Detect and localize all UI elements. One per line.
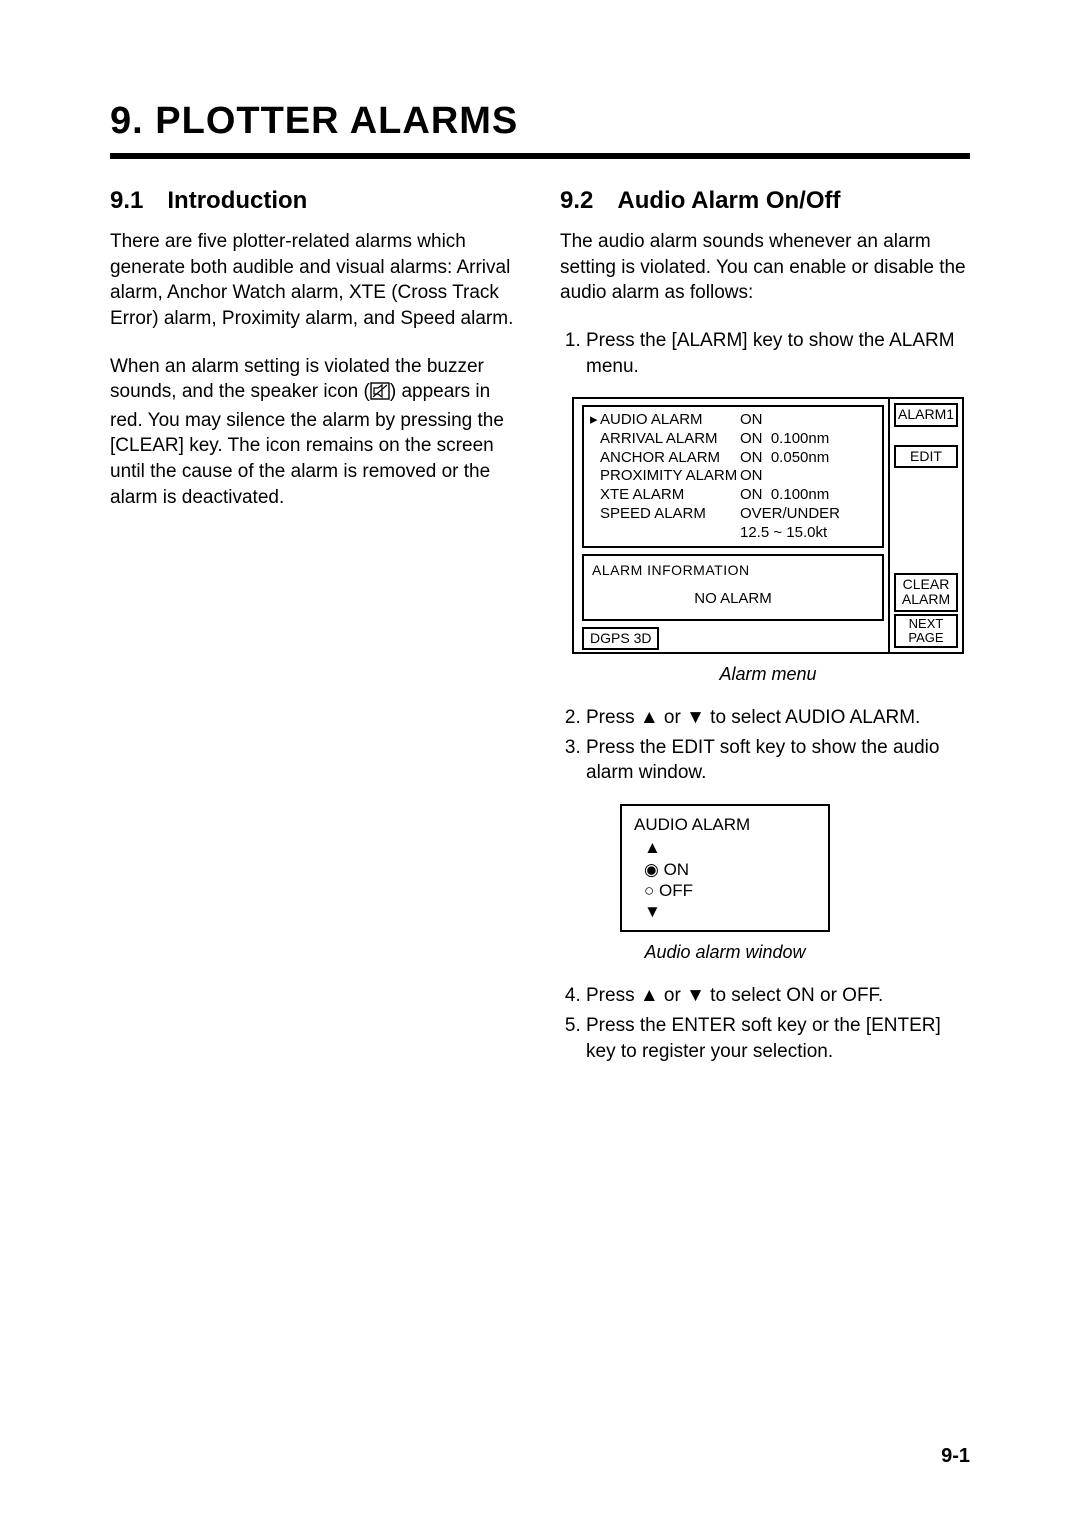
alarm-row-audio: ▸AUDIO ALARMON (590, 411, 876, 430)
softkey-clear-alarm[interactable]: CLEARALARM (894, 573, 958, 612)
alarm-row-speed2: 12.5 ~ 15.0kt (590, 524, 876, 543)
softkey-line1: CLEAR (903, 576, 950, 592)
alarm-row-xte: XTE ALARMON 0.100nm (590, 486, 876, 505)
audio-alarm-window-box: AUDIO ALARM ▲ ◉ ON ○ OFF ▼ (620, 804, 830, 932)
cursor-spacer (590, 505, 600, 524)
audio-window-body: ▲ ◉ ON ○ OFF ▼ (634, 837, 816, 922)
section-title: Audio Alarm On/Off (617, 187, 840, 214)
softkey-edit[interactable]: EDIT (894, 445, 958, 468)
alarm-value: 12.5 ~ 15.0kt (740, 524, 876, 543)
chapter-title: 9. PLOTTER ALARMS (110, 100, 970, 143)
softkey-next-page[interactable]: NEXTPAGE (894, 614, 958, 649)
softkey-alarm1[interactable]: ALARM1 (894, 403, 958, 426)
step-3: Press the EDIT soft key to show the audi… (586, 735, 970, 786)
alarm-info-box: ALARM INFORMATION NO ALARM (582, 554, 884, 620)
alarm-menu-caption: Alarm menu (572, 664, 964, 685)
audio-alarm-window-figure: AUDIO ALARM ▲ ◉ ON ○ OFF ▼ (620, 804, 970, 932)
chapter-name: PLOTTER ALARMS (155, 100, 518, 142)
cursor-spacer (590, 430, 600, 449)
alarm-row-arrival: ARRIVAL ALARMON 0.100nm (590, 430, 876, 449)
step-5: Press the ENTER soft key or the [ENTER] … (586, 1013, 970, 1064)
cursor-spacer (590, 486, 600, 505)
right-column: 9.2 Audio Alarm On/Off The audio alarm so… (560, 187, 970, 1082)
cursor-spacer (590, 449, 600, 468)
section-number: 9.2 (560, 187, 593, 215)
radio-unselected-icon: ○ (644, 881, 654, 900)
status-row: DGPS 3D (582, 627, 884, 651)
audio-window-title: AUDIO ALARM (634, 814, 816, 835)
audio-intro-paragraph: The audio alarm sounds whenever an alarm… (560, 229, 970, 306)
option-off-label: OFF (659, 881, 693, 900)
softkey-line2: ALARM (902, 591, 950, 607)
page-number: 9-1 (941, 1445, 970, 1468)
two-column-layout: 9.1 Introduction There are five plotter-r… (110, 187, 970, 1082)
alarm-label: SPEED ALARM (600, 505, 740, 524)
alarm-label: XTE ALARM (600, 486, 740, 505)
option-on-label: ON (664, 860, 690, 879)
alarm-menu-figure: ▸AUDIO ALARMON ARRIVAL ALARMON 0.100nm A… (572, 397, 970, 654)
alarm-value: ON (740, 467, 876, 486)
section-title: Introduction (167, 187, 307, 214)
step-1: Press the [ALARM] key to show the ALARM … (586, 328, 970, 379)
alarm-row-anchor: ANCHOR ALARMON 0.050nm (590, 449, 876, 468)
softkey-line1: NEXT (909, 616, 944, 631)
alarm-value: ON 0.100nm (740, 486, 876, 505)
audio-window-caption: Audio alarm window (620, 942, 830, 963)
alarm-value: ON 0.050nm (740, 449, 876, 468)
alarm-label: PROXIMITY ALARM (600, 467, 740, 486)
cursor-spacer (590, 467, 600, 486)
softkey-line2: PAGE (908, 630, 943, 645)
section-9-2-heading: 9.2 Audio Alarm On/Off (560, 187, 970, 215)
alarm-label (600, 524, 740, 543)
chapter-rule (110, 153, 970, 159)
alarm-label: AUDIO ALARM (600, 411, 740, 430)
left-column: 9.1 Introduction There are five plotter-r… (110, 187, 520, 1082)
option-on: ◉ ON (644, 859, 816, 880)
section-9-1-heading: 9.1 Introduction (110, 187, 520, 215)
option-off: ○ OFF (644, 880, 816, 901)
radio-selected-icon: ◉ (644, 860, 659, 879)
down-arrow-icon: ▼ (644, 901, 816, 922)
cursor-spacer (590, 524, 600, 543)
softkey-spacer (890, 472, 962, 569)
alarm-value: OVER/UNDER (740, 505, 876, 524)
alarm-label: ARRIVAL ALARM (600, 430, 740, 449)
alarm-info-body: NO ALARM (592, 590, 874, 609)
steps-list-3: Press ▲ or ▼ to select ON or OFF. Press … (560, 983, 970, 1064)
alarm-info-title: ALARM INFORMATION (592, 562, 874, 580)
alarm-row-proximity: PROXIMITY ALARMON (590, 467, 876, 486)
steps-list-2: Press ▲ or ▼ to select AUDIO ALARM. Pres… (560, 705, 970, 786)
alarm-menu-main: ▸AUDIO ALARMON ARRIVAL ALARMON 0.100nm A… (574, 399, 962, 652)
step-2: Press ▲ or ▼ to select AUDIO ALARM. (586, 705, 970, 731)
alarm-label: ANCHOR ALARM (600, 449, 740, 468)
up-arrow-icon: ▲ (644, 837, 816, 858)
alarm-row-speed: SPEED ALARMOVER/UNDER (590, 505, 876, 524)
section-number: 9.1 (110, 187, 143, 215)
steps-list-1: Press the [ALARM] key to show the ALARM … (560, 328, 970, 379)
chapter-number: 9. (110, 100, 144, 142)
step-4: Press ▲ or ▼ to select ON or OFF. (586, 983, 970, 1009)
intro-paragraph-1: There are five plotter-related alarms wh… (110, 229, 520, 332)
softkey-column: ALARM1 EDIT CLEARALARM NEXTPAGE (888, 399, 962, 652)
alarm-menu-left: ▸AUDIO ALARMON ARRIVAL ALARMON 0.100nm A… (574, 399, 888, 652)
alarm-value: ON 0.100nm (740, 430, 876, 449)
intro-paragraph-2: When an alarm setting is violated the bu… (110, 354, 520, 511)
alarm-menu-box: ▸AUDIO ALARMON ARRIVAL ALARMON 0.100nm A… (572, 397, 964, 654)
alarm-value: ON (740, 411, 876, 430)
speaker-icon (370, 382, 390, 408)
page: 9. PLOTTER ALARMS 9.1 Introduction There … (0, 0, 1080, 1142)
gps-status: DGPS 3D (582, 627, 659, 651)
cursor-icon: ▸ (590, 411, 600, 430)
alarm-list: ▸AUDIO ALARMON ARRIVAL ALARMON 0.100nm A… (582, 405, 884, 548)
